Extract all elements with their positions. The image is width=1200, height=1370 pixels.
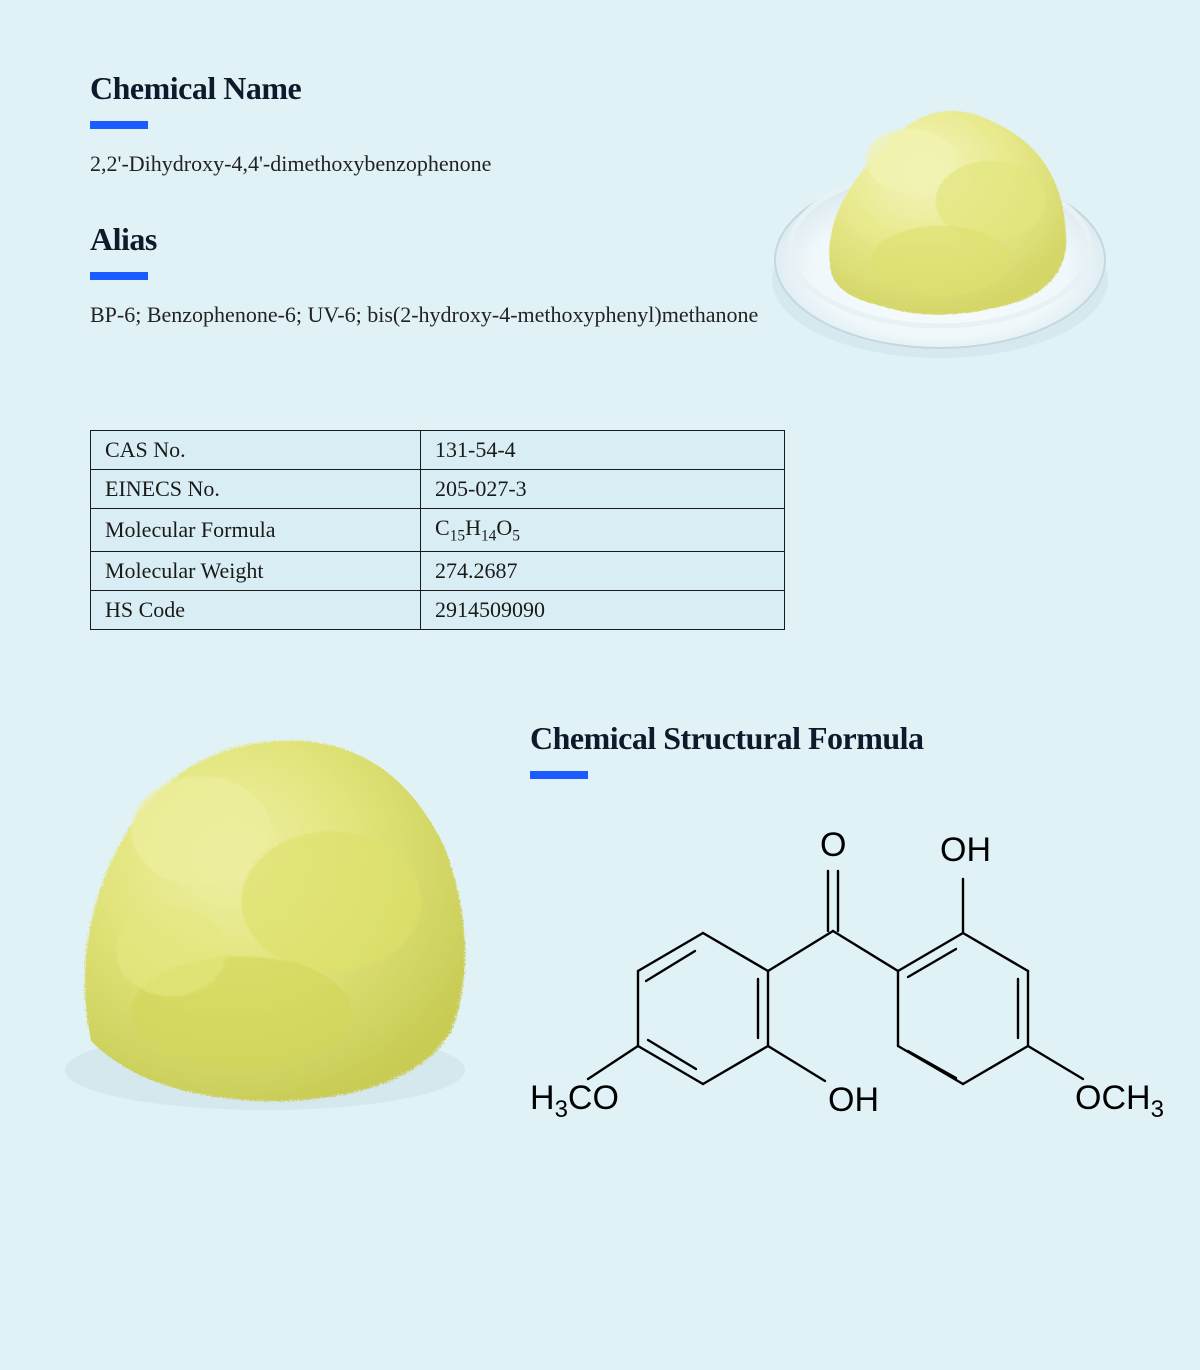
table-row: EINECS No.205-027-3: [91, 470, 785, 509]
table-value-cell: 2914509090: [421, 591, 785, 630]
table-label-cell: EINECS No.: [91, 470, 421, 509]
underline-accent: [530, 771, 588, 779]
table-value-cell: 205-027-3: [421, 470, 785, 509]
label-H3CO: H3CO: [530, 1079, 619, 1123]
table-row: Molecular FormulaC15H14O5: [91, 509, 785, 552]
table-value-cell: 274.2687: [421, 552, 785, 591]
table-label-cell: CAS No.: [91, 431, 421, 470]
structure-heading: Chemical Structural Formula: [530, 720, 1170, 757]
table-value-cell: C15H14O5: [421, 509, 785, 552]
powder-pile-image: [50, 700, 490, 1130]
properties-table: CAS No.131-54-4EINECS No.205-027-3Molecu…: [90, 430, 1110, 630]
table-label-cell: Molecular Weight: [91, 552, 421, 591]
table-label-cell: HS Code: [91, 591, 421, 630]
table-row: HS Code2914509090: [91, 591, 785, 630]
powder-dish-image: [760, 50, 1120, 390]
label-O: O: [820, 826, 846, 864]
table-row: CAS No.131-54-4: [91, 431, 785, 470]
alias-heading: Alias: [90, 221, 760, 258]
label-OH-mid: OH: [828, 1081, 879, 1119]
alias-text: BP-6; Benzophenone-6; UV-6; bis(2-hydrox…: [90, 302, 760, 328]
chemical-name-heading: Chemical Name: [90, 70, 760, 107]
table-row: Molecular Weight274.2687: [91, 552, 785, 591]
underline-accent: [90, 272, 148, 280]
table-value-cell: 131-54-4: [421, 431, 785, 470]
chemical-name-text: 2,2'-Dihydroxy-4,4'-dimethoxybenzophenon…: [90, 151, 760, 177]
underline-accent: [90, 121, 148, 129]
label-OH-top: OH: [940, 831, 991, 869]
label-OCH3: OCH3: [1075, 1079, 1164, 1123]
chemical-structure-diagram: O OH OH H3CO OCH3: [530, 801, 1170, 1196]
table-label-cell: Molecular Formula: [91, 509, 421, 552]
